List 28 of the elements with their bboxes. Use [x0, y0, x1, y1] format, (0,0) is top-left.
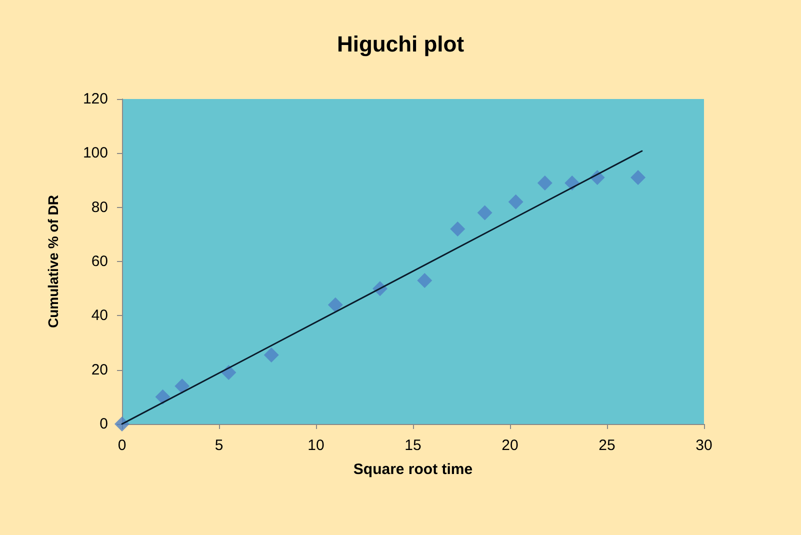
- y-tick-label: 80: [91, 198, 108, 216]
- x-tick-label: 20: [502, 437, 518, 454]
- y-tick-label: 120: [82, 90, 108, 108]
- y-tick-label: 60: [91, 253, 108, 270]
- y-axis-title: Cumulative % of DR: [45, 194, 61, 328]
- point: [537, 175, 552, 190]
- chart-title: Higuchi plot: [336, 32, 465, 56]
- point: [328, 297, 343, 312]
- y-tick-label: 100: [82, 144, 108, 162]
- x-tick-label: 10: [308, 437, 324, 454]
- x-tick-label: 30: [696, 437, 712, 454]
- x-tick-label: 0: [118, 437, 126, 454]
- point: [630, 170, 646, 186]
- y-tick-label: 0: [100, 416, 108, 432]
- point: [114, 416, 130, 432]
- point: [508, 194, 524, 210]
- point: [450, 222, 466, 236]
- x-tick-label: 15: [404, 437, 422, 454]
- point: [417, 272, 432, 288]
- x-tick-label: 5: [214, 437, 224, 454]
- x-axis-title: Square root time: [353, 461, 473, 478]
- x-tick-label: 25: [598, 437, 616, 454]
- point: [264, 347, 279, 362]
- y-tick-label: 20: [91, 361, 108, 378]
- point: [155, 389, 170, 404]
- y-tick-label: 40: [91, 307, 108, 324]
- point: [477, 205, 492, 220]
- point: [174, 378, 190, 394]
